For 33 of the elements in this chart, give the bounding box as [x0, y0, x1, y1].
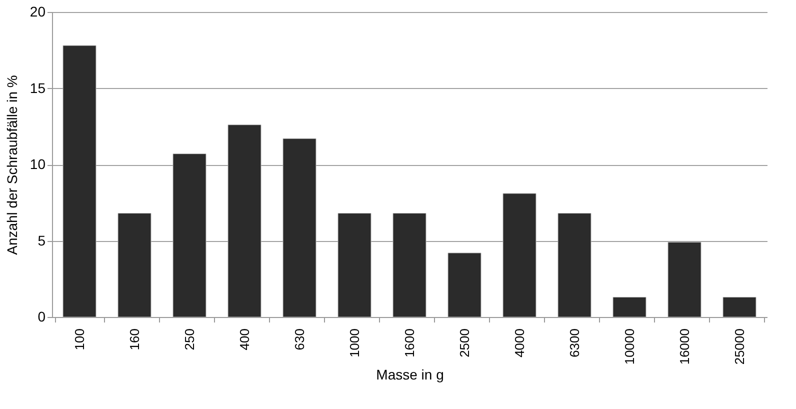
y-tick-label: 0 [38, 308, 46, 324]
bar [558, 213, 592, 318]
x-tick-label: 25000 [732, 328, 747, 365]
bar [502, 193, 536, 318]
bar [392, 213, 426, 318]
bar [668, 242, 702, 318]
x-tick-label: 10000 [622, 328, 637, 365]
y-tick-label: 20 [30, 4, 46, 20]
bar [338, 213, 372, 318]
x-tick-label: 160 [127, 328, 142, 350]
bar [612, 296, 646, 318]
x-tick-label: 4000 [512, 328, 527, 358]
bar [448, 252, 482, 318]
bar [118, 213, 152, 318]
x-tick-label: 250 [182, 328, 197, 350]
y-tick-label: 10 [30, 156, 46, 172]
bar [722, 296, 756, 318]
y-tick-label: 5 [38, 232, 46, 248]
x-tick-label: 630 [292, 328, 307, 350]
x-tick-label: 1000 [347, 328, 362, 358]
x-axis-title: Masse in g [376, 366, 444, 383]
y-tick-label: 15 [30, 80, 46, 96]
x-tick-label: 2500 [457, 328, 472, 358]
bar [282, 138, 316, 318]
y-axis-title: Anzahl der Schraubfälle in % [4, 75, 20, 255]
bar [172, 154, 206, 318]
x-tick-label: 100 [72, 328, 87, 350]
x-tick-label: 400 [237, 328, 252, 350]
x-tick-label: 1600 [402, 328, 417, 358]
bar [228, 124, 262, 318]
x-tick-label: 6300 [567, 328, 582, 358]
bar [62, 45, 96, 318]
x-tick-label: 16000 [677, 328, 692, 365]
